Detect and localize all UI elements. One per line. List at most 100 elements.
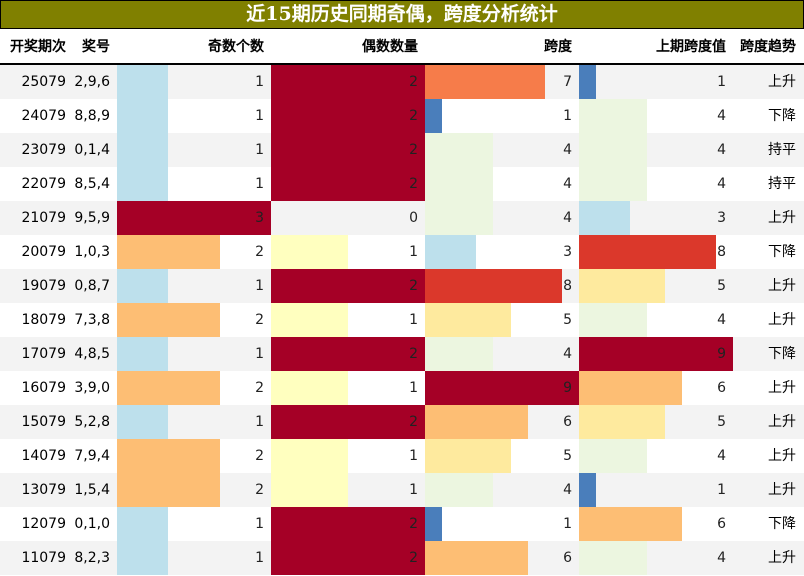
odd-count-bar	[117, 473, 220, 507]
span-bar	[425, 99, 442, 133]
even-count-bar	[271, 371, 348, 405]
period-cell: 23079	[21, 142, 66, 158]
span-value: 9	[563, 380, 572, 396]
trend-cell: 上升	[768, 380, 796, 396]
table-row: 13079 1,5,4 2 1 4 1 上升	[0, 473, 804, 507]
span-value: 4	[563, 176, 572, 192]
trend-cell: 上升	[768, 210, 796, 226]
even-count-bar	[271, 473, 348, 507]
period-cell: 17079	[21, 346, 66, 362]
span-bar	[425, 133, 493, 167]
even-count-value: 1	[409, 482, 418, 498]
even-count-bar	[271, 99, 425, 133]
even-count-value: 2	[409, 142, 418, 158]
trend-cell: 上升	[768, 414, 796, 430]
even-count-bar	[271, 405, 425, 439]
table-header: 开奖期次 奖号 奇数个数 偶数数量 跨度 上期跨度值 跨度趋势	[0, 29, 804, 65]
trend-cell: 持平	[768, 176, 796, 192]
trend-cell: 下降	[768, 346, 796, 362]
number-cell: 8,8,9	[74, 108, 110, 124]
span-bar	[425, 235, 476, 269]
number-cell: 8,2,3	[74, 550, 110, 566]
span-bar	[425, 541, 528, 575]
span-value: 1	[563, 516, 572, 532]
even-count-value: 2	[409, 414, 418, 430]
odd-count-value: 1	[255, 176, 264, 192]
span-bar	[425, 337, 493, 371]
even-count-value: 2	[409, 74, 418, 90]
odd-count-bar	[117, 99, 168, 133]
trend-cell: 持平	[768, 142, 796, 158]
number-cell: 0,1,4	[74, 142, 110, 158]
span-value: 4	[563, 482, 572, 498]
odd-count-bar	[117, 507, 168, 541]
table-row: 17079 4,8,5 1 2 4 9 下降	[0, 337, 804, 371]
table-body: 25079 2,9,6 1 2 7 1 上升 24079 8,8,9 1 2 1 4 下降 23079 0,1…	[0, 65, 804, 575]
prev-span-value: 1	[717, 74, 726, 90]
period-cell: 14079	[21, 448, 66, 464]
even-count-value: 1	[409, 312, 418, 328]
odd-count-bar	[117, 201, 271, 235]
odd-count-value: 1	[255, 142, 264, 158]
even-count-value: 0	[409, 210, 418, 226]
odd-count-value: 2	[255, 380, 264, 396]
period-cell: 24079	[21, 108, 66, 124]
span-value: 5	[563, 448, 572, 464]
even-count-value: 1	[409, 244, 418, 260]
span-value: 4	[563, 142, 572, 158]
odd-count-bar	[117, 371, 220, 405]
number-cell: 3,9,0	[74, 380, 110, 396]
odd-count-value: 2	[255, 312, 264, 328]
span-value: 5	[563, 312, 572, 328]
number-cell: 4,8,5	[74, 346, 110, 362]
prev-span-value: 5	[717, 414, 726, 430]
trend-cell: 上升	[768, 278, 796, 294]
prev-span-value: 5	[717, 278, 726, 294]
header-period: 开奖期次	[10, 39, 66, 55]
even-count-value: 2	[409, 176, 418, 192]
prev-span-bar	[579, 371, 682, 405]
span-bar	[425, 167, 493, 201]
even-count-value: 2	[409, 108, 418, 124]
prev-span-bar	[579, 405, 665, 439]
even-count-value: 2	[409, 550, 418, 566]
odd-count-value: 1	[255, 414, 264, 430]
prev-span-value: 4	[717, 142, 726, 158]
table-row: 22079 8,5,4 1 2 4 4 持平	[0, 167, 804, 201]
period-cell: 13079	[21, 482, 66, 498]
trend-cell: 上升	[768, 74, 796, 90]
span-bar	[425, 303, 511, 337]
even-count-bar	[271, 337, 425, 371]
prev-span-bar	[579, 269, 665, 303]
odd-count-value: 1	[255, 516, 264, 532]
span-bar	[425, 473, 493, 507]
span-bar	[425, 507, 442, 541]
header-number: 奖号	[82, 39, 110, 55]
trend-cell: 上升	[768, 482, 796, 498]
span-value: 1	[563, 108, 572, 124]
span-bar	[425, 405, 528, 439]
even-count-bar	[271, 507, 425, 541]
even-count-value: 2	[409, 346, 418, 362]
odd-count-bar	[117, 303, 220, 337]
prev-span-value: 3	[717, 210, 726, 226]
even-count-bar	[271, 235, 348, 269]
table-row: 18079 7,3,8 2 1 5 4 上升	[0, 303, 804, 337]
header-prev-span: 上期跨度值	[656, 39, 726, 55]
number-cell: 7,9,4	[74, 448, 110, 464]
span-value: 7	[563, 74, 572, 90]
trend-cell: 上升	[768, 448, 796, 464]
header-span: 跨度	[544, 39, 572, 55]
span-bar	[425, 371, 579, 405]
period-cell: 22079	[21, 176, 66, 192]
even-count-bar	[271, 303, 348, 337]
trend-cell: 上升	[768, 550, 796, 566]
even-count-value: 1	[409, 380, 418, 396]
span-bar	[425, 201, 493, 235]
odd-count-value: 1	[255, 550, 264, 566]
trend-cell: 上升	[768, 312, 796, 328]
table-row: 21079 9,5,9 3 0 4 3 上升	[0, 201, 804, 235]
table-title: 近15期历史同期奇偶，跨度分析统计	[0, 0, 804, 29]
prev-span-bar	[579, 439, 647, 473]
header-even: 偶数数量	[362, 39, 418, 55]
